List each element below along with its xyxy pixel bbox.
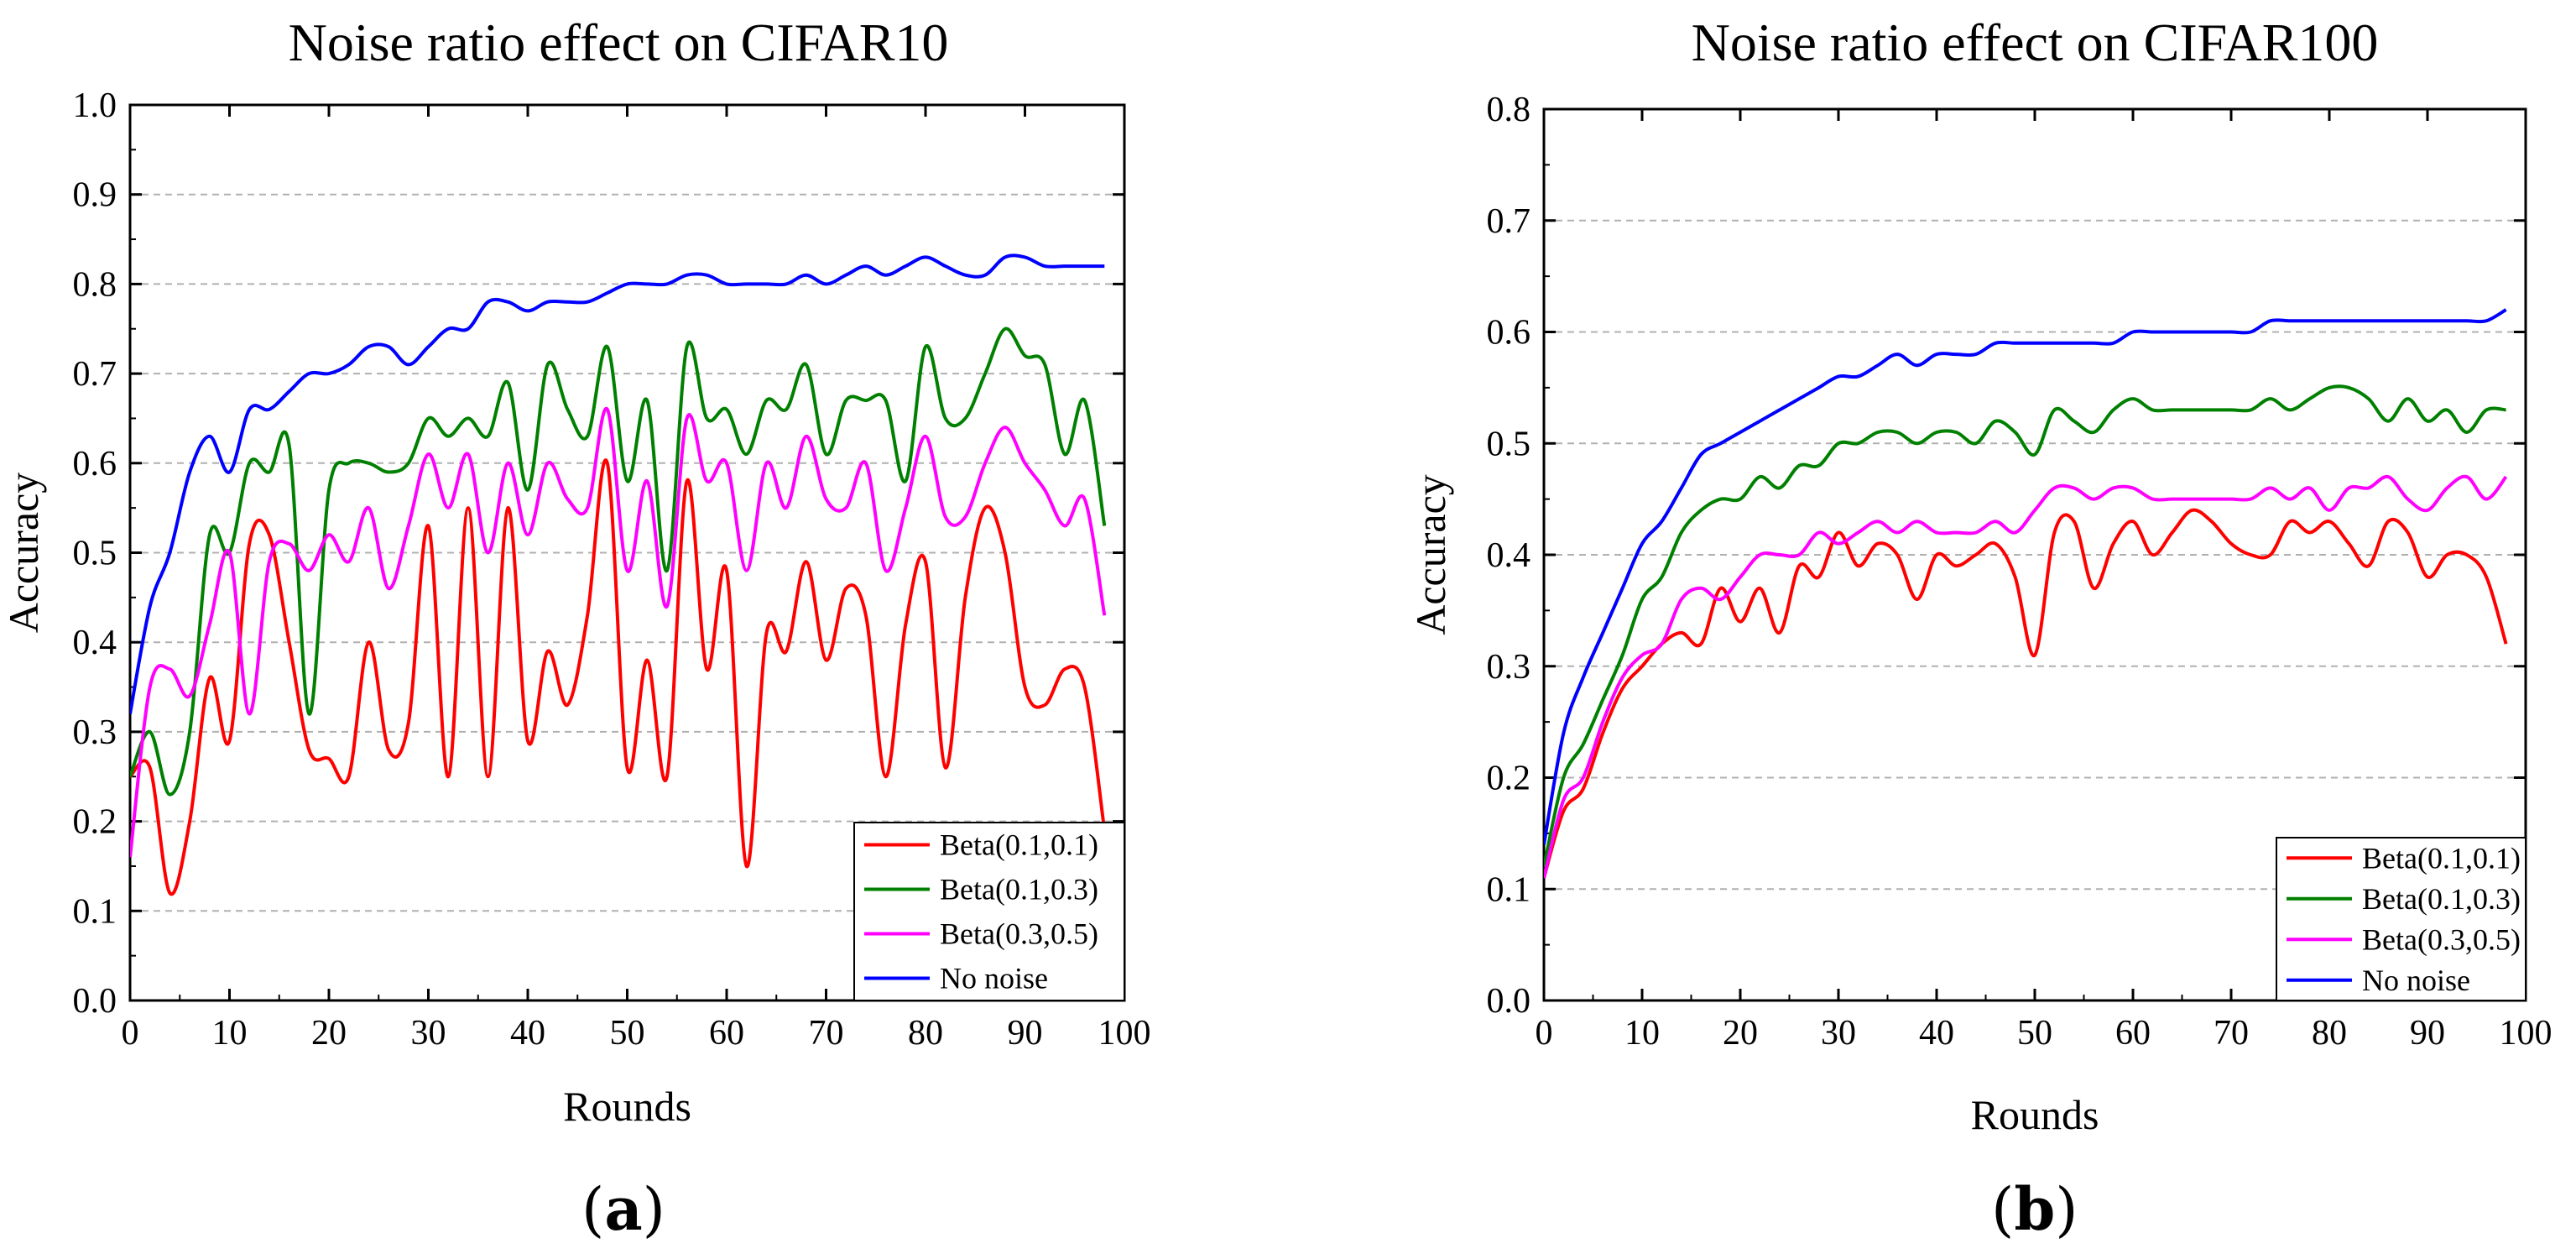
legend-label: Beta(0.1,0.1)	[940, 828, 1098, 862]
y-tick-label: 0.8	[1487, 91, 1531, 129]
x-axis-title: Rounds	[1971, 1091, 2099, 1138]
series-line-no-noise	[130, 253, 1105, 714]
series-line-beta-0-1-0-1	[130, 458, 1107, 896]
series-line-beta-0-1-0-3	[130, 327, 1107, 797]
y-tick-label: 0.4	[1487, 536, 1531, 575]
panel-letter: b	[2014, 1174, 2055, 1244]
y-tick-label: 0.1	[1487, 870, 1531, 909]
y-tick-label: 0.0	[1487, 982, 1531, 1021]
panel-letter: a	[604, 1174, 642, 1244]
y-tick-label: 0.4	[73, 624, 117, 662]
x-tick-label: 90	[1008, 1014, 1043, 1053]
y-tick-label: 0.7	[1487, 202, 1531, 241]
legend-box	[853, 822, 1125, 1001]
y-tick-label: 0.3	[1487, 648, 1531, 687]
y-tick-label: 0.2	[73, 803, 117, 842]
legend-label: Beta(0.1,0.3)	[2362, 882, 2521, 916]
x-tick-label: 20	[311, 1014, 347, 1053]
y-tick-label: 0.6	[73, 445, 117, 483]
x-tick-label: 30	[411, 1014, 446, 1053]
y-axis-title: Accuracy	[1407, 474, 1454, 635]
y-tick-label: 0.9	[73, 176, 117, 215]
x-tick-label: 30	[1821, 1014, 1856, 1053]
x-tick-label: 70	[2214, 1014, 2249, 1053]
x-tick-label: 20	[1723, 1014, 1758, 1053]
y-tick-label: 0.5	[1487, 425, 1531, 463]
x-tick-label: 100	[2500, 1014, 2553, 1053]
legend-label: Beta(0.1,0.3)	[940, 873, 1098, 906]
chart-title: Noise ratio effect on CIFAR10	[289, 13, 949, 72]
panel-label: (b)	[1991, 1174, 2078, 1244]
y-tick-label: 1.0	[73, 86, 117, 125]
legend-label: No noise	[2362, 964, 2470, 997]
series-line-beta-0-1-0-1	[1544, 508, 2508, 879]
legend-label: Beta(0.1,0.1)	[2362, 841, 2521, 875]
y-tick-label: 0.3	[73, 713, 117, 752]
chart-cifar100: Noise ratio effect on CIFAR100 0 10 20 30 40 5…	[1407, 13, 2553, 1244]
y-tick-label: 0.6	[1487, 314, 1531, 353]
series-line-beta-0-3-0-5	[1544, 474, 2508, 879]
x-tick-label: 0	[122, 1014, 139, 1053]
y-tick-label: 0.5	[73, 535, 117, 573]
x-tick-label: 60	[2115, 1014, 2151, 1053]
y-tick-label: 0.1	[73, 892, 117, 931]
y-tick-label: 0.7	[73, 355, 117, 394]
series-line-beta-0-3-0-5	[130, 407, 1107, 858]
x-tick-label: 100	[1098, 1014, 1151, 1053]
x-tick-label: 50	[2017, 1014, 2052, 1053]
x-tick-label: 80	[908, 1014, 943, 1053]
chart-cifar10: Noise ratio effect on CIFAR10 0 10 20 30 40 50…	[0, 13, 1151, 1244]
legend-label: Beta(0.3,0.5)	[940, 917, 1098, 951]
chart-title: Noise ratio effect on CIFAR100	[1692, 13, 2379, 72]
series-line-no-noise	[1544, 308, 2507, 845]
legend-label: Beta(0.3,0.5)	[2362, 922, 2521, 956]
x-tick-label: 40	[1919, 1014, 1954, 1053]
x-tick-label: 10	[212, 1014, 248, 1053]
x-tick-label: 60	[709, 1014, 744, 1053]
y-tick-label: 0.0	[73, 982, 117, 1021]
x-tick-label: 80	[2312, 1014, 2347, 1053]
x-axis-title: Rounds	[563, 1083, 691, 1130]
legend-label: No noise	[940, 962, 1048, 995]
x-tick-label: 40	[510, 1014, 545, 1053]
y-tick-label: 0.2	[1487, 760, 1531, 798]
series-line-beta-0-1-0-3	[1544, 384, 2506, 868]
legend-box	[2276, 837, 2526, 1001]
x-tick-label: 50	[610, 1014, 645, 1053]
x-tick-label: 70	[809, 1014, 844, 1053]
x-tick-label: 90	[2410, 1014, 2445, 1053]
x-tick-label: 10	[1624, 1014, 1660, 1053]
y-axis-title: Accuracy	[0, 473, 47, 634]
y-tick-label: 0.8	[73, 265, 117, 304]
x-tick-label: 0	[1536, 1014, 1553, 1053]
panel-label: (a)	[581, 1174, 665, 1244]
